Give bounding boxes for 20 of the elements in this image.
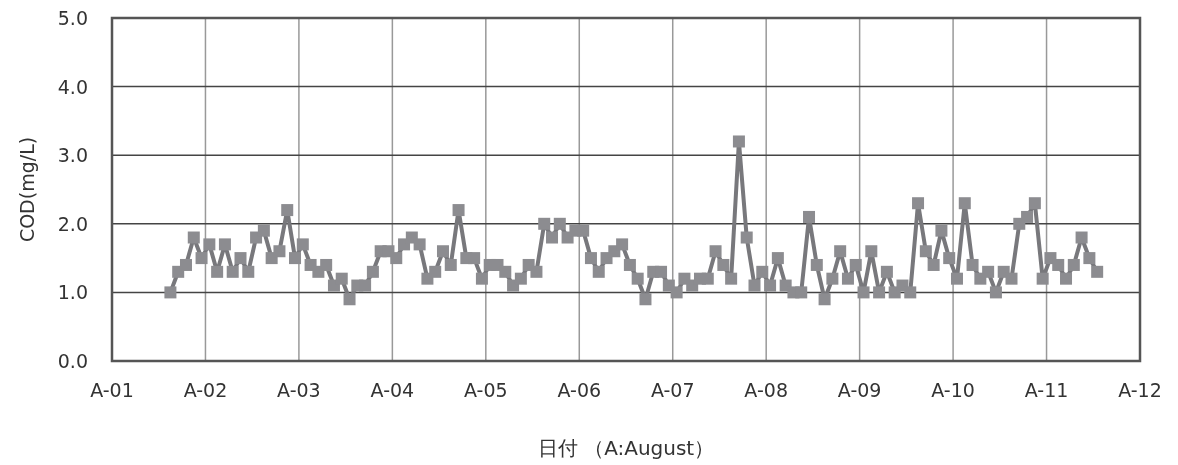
y-tick-label: 4.0 (57, 75, 88, 98)
x-axis-title: 日付 （A:August） (537, 436, 715, 460)
x-tick-label: A-07 (650, 379, 695, 401)
x-tick-label: A-10 (931, 379, 975, 401)
x-tick-label: A-09 (837, 379, 882, 401)
x-tick-label: A-01 (90, 379, 134, 401)
y-axis-title: COD(mg/L) (16, 136, 38, 243)
x-tick-label: A-02 (183, 379, 228, 401)
x-tick-label: A-08 (744, 379, 788, 401)
x-tick-label: A-12 (1118, 379, 1162, 401)
y-tick-label: 2.0 (57, 212, 88, 235)
x-tick-label: A-11 (1024, 379, 1069, 401)
x-tick-label: A-06 (557, 379, 602, 401)
x-tick-label: A-05 (464, 379, 508, 401)
y-tick-label: 0.0 (57, 350, 88, 372)
y-tick-label: 5.0 (57, 7, 88, 29)
x-tick-label: A-04 (370, 379, 415, 401)
x-tick-label: A-03 (277, 379, 321, 401)
y-tick-label: 1.0 (57, 281, 88, 304)
y-tick-label: 3.0 (57, 144, 88, 167)
